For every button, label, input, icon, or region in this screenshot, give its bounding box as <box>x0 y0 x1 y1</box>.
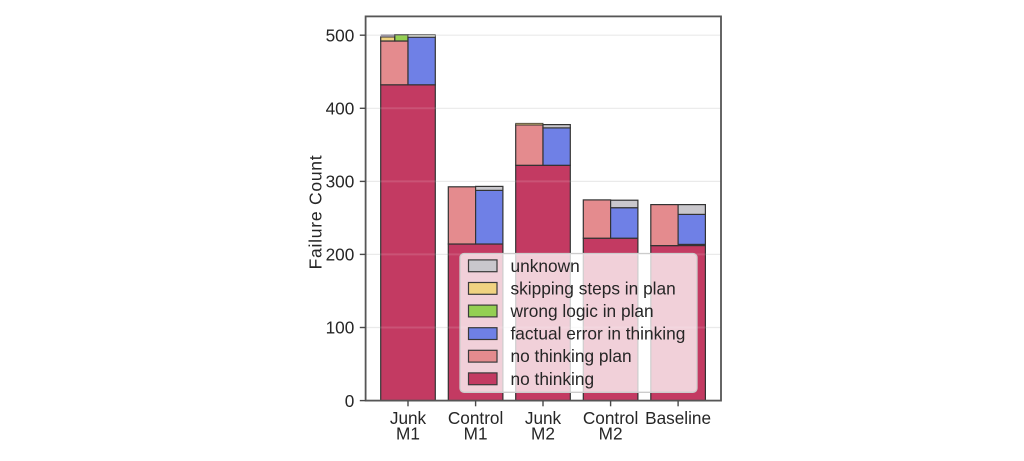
svg-text:Failure Count: Failure Count <box>306 155 326 270</box>
svg-text:Baseline: Baseline <box>645 408 711 428</box>
svg-text:M2: M2 <box>599 424 623 444</box>
svg-text:0: 0 <box>345 391 355 411</box>
svg-text:M2: M2 <box>531 424 555 444</box>
svg-text:400: 400 <box>326 99 355 119</box>
svg-text:100: 100 <box>326 318 355 338</box>
svg-text:unknown: unknown <box>511 256 580 276</box>
svg-text:no thinking plan: no thinking plan <box>511 346 632 366</box>
svg-text:skipping steps in plan: skipping steps in plan <box>511 278 676 298</box>
svg-text:Junk: Junk <box>390 408 427 428</box>
svg-text:200: 200 <box>326 245 355 265</box>
svg-text:500: 500 <box>326 25 355 45</box>
svg-text:Junk: Junk <box>525 408 562 428</box>
svg-text:factual error in thinking: factual error in thinking <box>511 324 686 344</box>
svg-text:wrong logic in plan: wrong logic in plan <box>510 301 654 321</box>
svg-text:Control: Control <box>448 408 503 428</box>
svg-text:no thinking: no thinking <box>511 369 595 389</box>
svg-text:M1: M1 <box>464 424 488 444</box>
svg-text:M1: M1 <box>396 424 420 444</box>
svg-text:Control: Control <box>583 408 638 428</box>
svg-text:300: 300 <box>326 172 355 192</box>
